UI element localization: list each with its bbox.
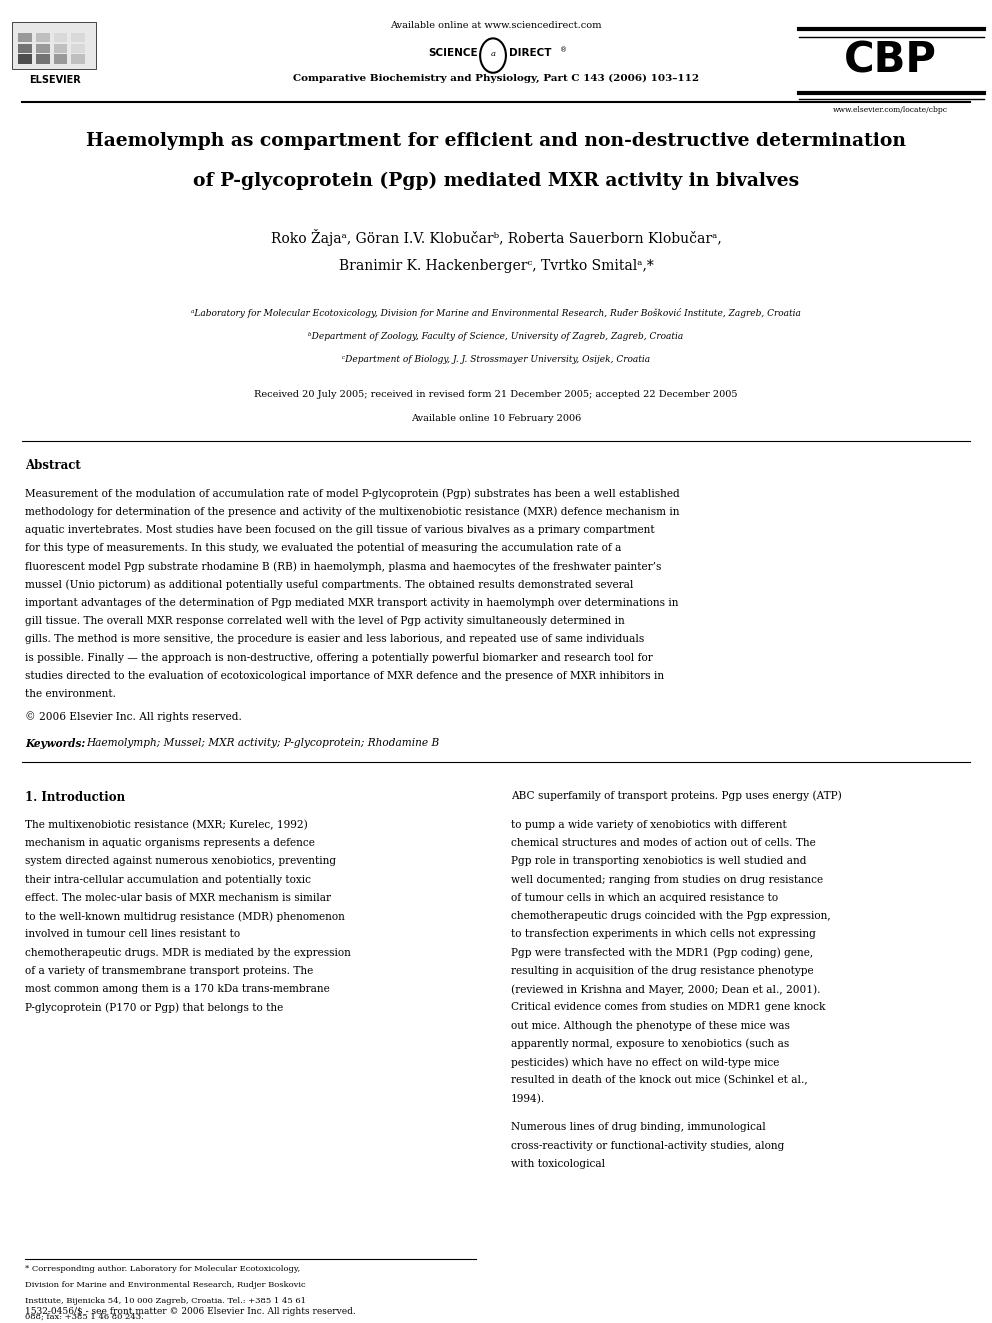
Text: The multixenobiotic resistance (MXR; Kurelec, 1992): The multixenobiotic resistance (MXR; Kur… [25,820,308,830]
Text: their intra-cellular accumulation and potentially toxic: their intra-cellular accumulation and po… [25,875,310,885]
Bar [54,44,67,53]
Text: chemotherapeutic drugs coincided with the Pgp expression,: chemotherapeutic drugs coincided with th… [511,912,830,921]
Text: Measurement of the modulation of accumulation rate of model P-glycoprotein (Pgp): Measurement of the modulation of accumul… [25,488,680,499]
Text: gill tissue. The overall MXR response correlated well with the level of Pgp acti: gill tissue. The overall MXR response co… [25,617,625,626]
Text: Institute, Bijenicka 54, 10 000 Zagreb, Croatia. Tel.: +385 1 45 61: Institute, Bijenicka 54, 10 000 Zagreb, … [25,1297,306,1304]
Text: Received 20 July 2005; received in revised form 21 December 2005; accepted 22 De: Received 20 July 2005; received in revis… [254,390,738,400]
Text: ᵃLaboratory for Molecular Ecotoxicology, Division for Marine and Environmental R: ᵃLaboratory for Molecular Ecotoxicology,… [191,308,801,319]
Text: (reviewed in Krishna and Mayer, 2000; Dean et al., 2001).: (reviewed in Krishna and Mayer, 2000; De… [511,984,820,995]
Text: Comparative Biochemistry and Physiology, Part C 143 (2006) 103–112: Comparative Biochemistry and Physiology,… [293,74,699,83]
Text: DIRECT: DIRECT [509,48,552,58]
Bar [36,44,50,53]
Bar [54,54,67,64]
Text: involved in tumour cell lines resistant to: involved in tumour cell lines resistant … [25,929,240,939]
Text: SCIENCE: SCIENCE [429,48,478,58]
Text: to transfection experiments in which cells not expressing: to transfection experiments in which cel… [511,929,815,939]
Text: of a variety of transmembrane transport proteins. The: of a variety of transmembrane transport … [25,966,313,976]
Text: 1994).: 1994). [511,1094,546,1103]
Text: to pump a wide variety of xenobiotics with different: to pump a wide variety of xenobiotics wi… [511,820,787,830]
Bar [71,33,85,42]
Text: Critical evidence comes from studies on MDR1 gene knock: Critical evidence comes from studies on … [511,1003,825,1012]
Text: is possible. Finally — the approach is non-destructive, offering a potentially p: is possible. Finally — the approach is n… [25,652,653,663]
Text: 088; fax: +385 1 46 80 243.: 088; fax: +385 1 46 80 243. [25,1312,144,1320]
Text: system directed against numerous xenobiotics, preventing: system directed against numerous xenobio… [25,856,336,867]
Text: Abstract: Abstract [25,459,80,472]
Bar [36,54,50,64]
Text: 1. Introduction: 1. Introduction [25,791,125,803]
Text: a: a [490,50,496,58]
Text: cross-reactivity or functional-activity studies, along: cross-reactivity or functional-activity … [511,1140,785,1151]
Text: resulting in acquisition of the drug resistance phenotype: resulting in acquisition of the drug res… [511,966,813,976]
Text: ᶜDepartment of Biology, J. J. Strossmayer University, Osijek, Croatia: ᶜDepartment of Biology, J. J. Strossmaye… [342,355,650,364]
Text: gills. The method is more sensitive, the procedure is easier and less laborious,: gills. The method is more sensitive, the… [25,634,644,644]
Text: for this type of measurements. In this study, we evaluated the potential of meas: for this type of measurements. In this s… [25,542,621,553]
Text: Keywords:: Keywords: [25,738,88,749]
Text: www.elsevier.com/locate/cbpc: www.elsevier.com/locate/cbpc [833,106,948,114]
Bar [18,33,32,42]
Text: resulted in death of the knock out mice (Schinkel et al.,: resulted in death of the knock out mice … [511,1076,807,1086]
Text: methodology for determination of the presence and activity of the multixenobioti: methodology for determination of the pre… [25,507,680,517]
Text: apparently normal, exposure to xenobiotics (such as: apparently normal, exposure to xenobioti… [511,1039,789,1049]
Text: chemotherapeutic drugs. MDR is mediated by the expression: chemotherapeutic drugs. MDR is mediated … [25,947,351,958]
Text: 1532-0456/$ - see front matter © 2006 Elsevier Inc. All rights reserved.: 1532-0456/$ - see front matter © 2006 El… [25,1307,355,1316]
Text: Haemolymph; Mussel; MXR activity; P-glycoprotein; Rhodamine B: Haemolymph; Mussel; MXR activity; P-glyc… [86,738,439,747]
Bar [12,22,96,69]
Text: mussel (Unio pictorum) as additional potentially useful compartments. The obtain: mussel (Unio pictorum) as additional pot… [25,579,633,590]
Text: most common among them is a 170 kDa trans-membrane: most common among them is a 170 kDa tran… [25,984,329,994]
Text: P-glycoprotein (P170 or Pgp) that belongs to the: P-glycoprotein (P170 or Pgp) that belong… [25,1003,283,1013]
Text: with toxicological: with toxicological [511,1159,605,1170]
Text: ABC superfamily of transport proteins. Pgp uses energy (ATP): ABC superfamily of transport proteins. P… [511,791,841,802]
Text: Division for Marine and Environmental Research, Rudjer Boskovic: Division for Marine and Environmental Re… [25,1281,306,1289]
Text: CBP: CBP [844,40,937,82]
Text: Numerous lines of drug binding, immunological: Numerous lines of drug binding, immunolo… [511,1122,766,1132]
Bar [18,44,32,53]
Text: of tumour cells in which an acquired resistance to: of tumour cells in which an acquired res… [511,893,778,902]
Text: the environment.: the environment. [25,689,116,699]
Bar [54,33,67,42]
Text: ELSEVIER: ELSEVIER [29,75,80,86]
Bar [18,54,32,64]
Bar [71,54,85,64]
Text: © 2006 Elsevier Inc. All rights reserved.: © 2006 Elsevier Inc. All rights reserved… [25,712,242,722]
Text: Roko Žajaᵃ, Göran I.V. Klobučarᵇ, Roberta Sauerborn Klobučarᵃ,: Roko Žajaᵃ, Göran I.V. Klobučarᵇ, Robert… [271,229,721,246]
Text: Available online at www.sciencedirect.com: Available online at www.sciencedirect.co… [390,21,602,30]
Text: ®: ® [560,48,567,54]
Text: * Corresponding author. Laboratory for Molecular Ecotoxicology,: * Corresponding author. Laboratory for M… [25,1265,300,1273]
Text: ᵇDepartment of Zoology, Faculty of Science, University of Zagreb, Zagreb, Croati: ᵇDepartment of Zoology, Faculty of Scien… [309,332,683,341]
Text: Branimir K. Hackenbergerᶜ, Tvrtko Smitalᵃ,*: Branimir K. Hackenbergerᶜ, Tvrtko Smital… [338,259,654,274]
Text: Available online 10 February 2006: Available online 10 February 2006 [411,414,581,423]
Text: chemical structures and modes of action out of cells. The: chemical structures and modes of action … [511,837,815,848]
Text: important advantages of the determination of Pgp mediated MXR transport activity: important advantages of the determinatio… [25,598,679,607]
Text: studies directed to the evaluation of ecotoxicological importance of MXR defence: studies directed to the evaluation of ec… [25,671,664,681]
Text: Haemolymph as compartment for efficient and non-destructive determination: Haemolymph as compartment for efficient … [86,132,906,151]
Text: Pgp were transfected with the MDR1 (Pgp coding) gene,: Pgp were transfected with the MDR1 (Pgp … [511,947,813,958]
Text: Pgp role in transporting xenobiotics is well studied and: Pgp role in transporting xenobiotics is … [511,856,806,867]
Text: to the well-known multidrug resistance (MDR) phenomenon: to the well-known multidrug resistance (… [25,912,344,922]
Text: of P-glycoprotein (Pgp) mediated MXR activity in bivalves: of P-glycoprotein (Pgp) mediated MXR act… [192,172,800,191]
Bar [36,33,50,42]
Text: effect. The molec-ular basis of MXR mechanism is similar: effect. The molec-ular basis of MXR mech… [25,893,330,902]
Text: out mice. Although the phenotype of these mice was: out mice. Although the phenotype of thes… [511,1020,790,1031]
Text: pesticides) which have no effect on wild-type mice: pesticides) which have no effect on wild… [511,1057,780,1068]
Bar [71,44,85,53]
Text: well documented; ranging from studies on drug resistance: well documented; ranging from studies on… [511,875,823,885]
Text: aquatic invertebrates. Most studies have been focused on the gill tissue of vari: aquatic invertebrates. Most studies have… [25,525,655,534]
Text: fluorescent model Pgp substrate rhodamine B (RB) in haemolymph, plasma and haemo: fluorescent model Pgp substrate rhodamin… [25,561,662,572]
Text: mechanism in aquatic organisms represents a defence: mechanism in aquatic organisms represent… [25,837,314,848]
